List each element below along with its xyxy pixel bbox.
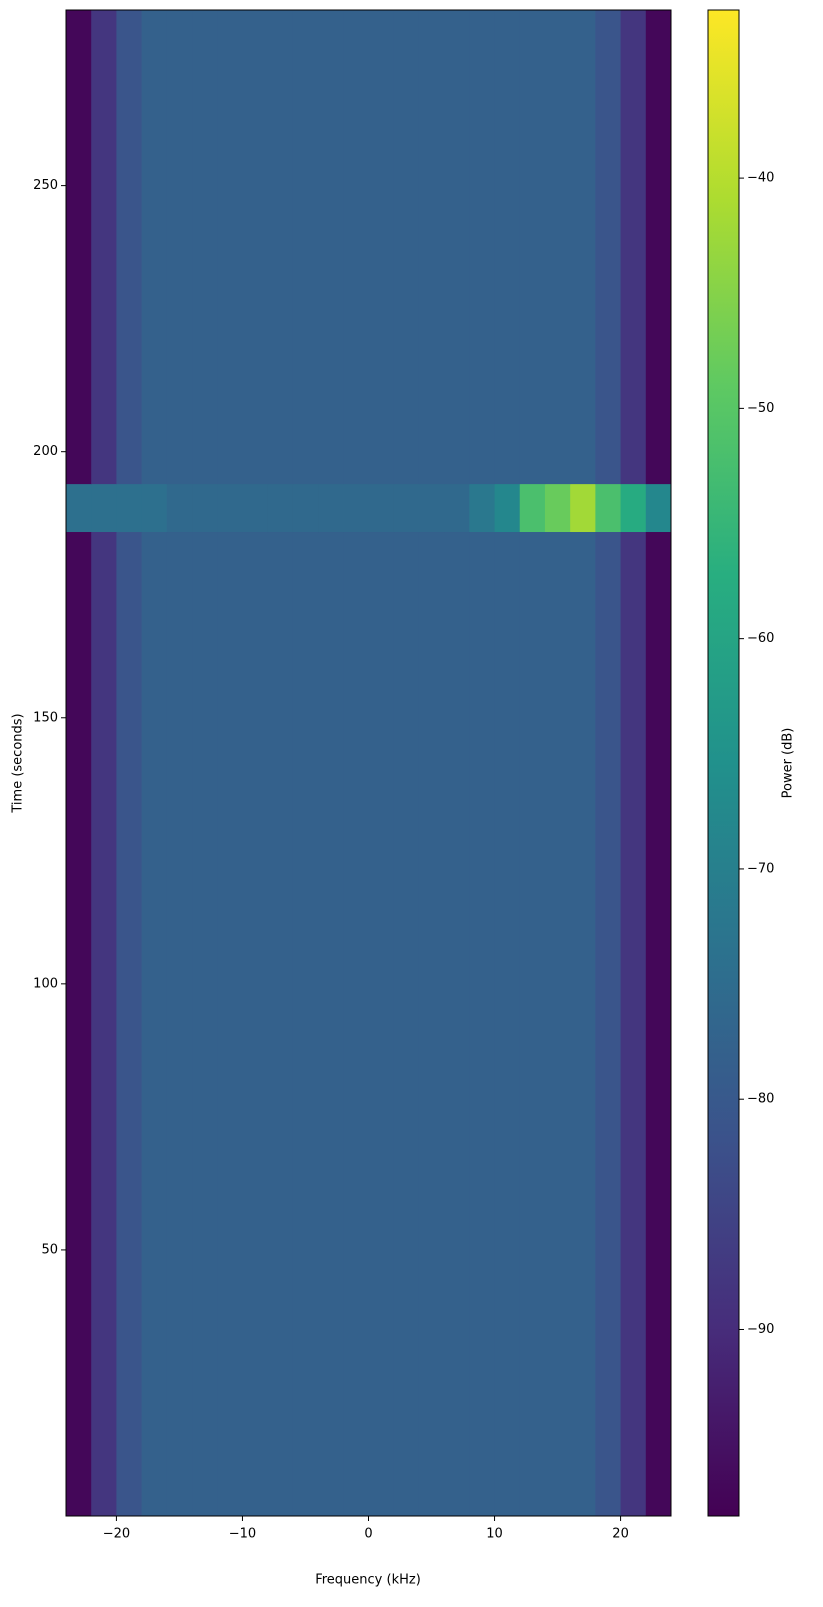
- heatmap-cell: [116, 10, 143, 485]
- heatmap-cell: [91, 531, 117, 1517]
- colorbar: [707, 9, 740, 1517]
- heatmap-cell: [645, 10, 672, 485]
- x-axis-label: Frequency (kHz): [315, 1573, 421, 1588]
- heatmap-cell: [116, 483, 143, 533]
- heatmap-cell: [91, 10, 117, 485]
- heatmap-cell: [570, 531, 596, 1517]
- heatmap-cell: [141, 483, 168, 533]
- heatmap-cell: [544, 531, 571, 1517]
- heatmap-cell: [343, 531, 369, 1517]
- heatmap-cell: [368, 531, 395, 1517]
- y-axis-label: Time (seconds): [11, 713, 26, 813]
- heatmap-cell: [645, 531, 672, 1517]
- heatmap-cell: [343, 10, 369, 485]
- heatmap-cell: [444, 483, 470, 533]
- heatmap-cell: [343, 483, 369, 533]
- heatmap-cell: [494, 10, 521, 485]
- colorbar-tick-label: −50: [747, 401, 774, 416]
- heatmap-cell: [66, 531, 92, 1517]
- heatmap-cell: [141, 531, 168, 1517]
- colorbar-tick-label: −80: [747, 1092, 774, 1107]
- colorbar-tick-label: −70: [747, 861, 774, 876]
- heatmap-cell: [620, 483, 647, 533]
- heatmap-cell: [544, 10, 571, 485]
- heatmap-cell: [444, 531, 470, 1517]
- heatmap-cell: [620, 531, 647, 1517]
- heatmap-cell: [292, 10, 319, 485]
- heatmap-cell: [217, 531, 243, 1517]
- heatmap-cell: [267, 483, 294, 533]
- heatmap-cell: [292, 483, 319, 533]
- y-tick-label: 150: [33, 710, 58, 725]
- heatmap-cell: [166, 10, 193, 485]
- heatmap-cell: [267, 10, 294, 485]
- heatmap-cell: [116, 531, 143, 1517]
- heatmap-cell: [217, 483, 243, 533]
- heatmap-cell: [166, 531, 193, 1517]
- heatmap-cell: [217, 10, 243, 485]
- y-tick-label: 50: [41, 1242, 58, 1257]
- heatmap-cell: [544, 483, 571, 533]
- heatmap-cell: [469, 483, 496, 533]
- y-tick-label: 100: [33, 976, 58, 991]
- heatmap-cell: [595, 10, 622, 485]
- heatmap-cell: [469, 531, 496, 1517]
- colorbar-tick-label: −90: [747, 1322, 774, 1337]
- heatmap-cell: [519, 531, 546, 1517]
- heatmap-cell: [166, 483, 193, 533]
- x-tick-label: −10: [229, 1527, 256, 1542]
- heatmap-cell: [267, 531, 294, 1517]
- heatmap-cell: [66, 483, 92, 533]
- heatmap-cell: [620, 10, 647, 485]
- heatmap-cell: [570, 10, 596, 485]
- x-tick-label: 0: [364, 1527, 372, 1542]
- heatmap-cell: [318, 483, 344, 533]
- heatmap-cell: [292, 531, 319, 1517]
- heatmap-cell: [192, 483, 218, 533]
- colorbar-tick-label: −40: [747, 171, 774, 186]
- colorbar-tick-label: −60: [747, 631, 774, 646]
- x-tick-label: −20: [103, 1527, 130, 1542]
- heatmap-cell: [368, 483, 395, 533]
- heatmap-cell: [418, 483, 445, 533]
- heatmap-cell: [242, 531, 269, 1517]
- heatmap-cell: [418, 531, 445, 1517]
- heatmap-cell: [519, 10, 546, 485]
- heatmap-cell: [494, 531, 521, 1517]
- heatmap-cell: [519, 483, 546, 533]
- heatmap-cell: [393, 10, 420, 485]
- colorbar-label: Power (dB): [781, 728, 796, 799]
- heatmap-cell: [318, 10, 344, 485]
- heatmap-cell: [595, 483, 622, 533]
- heatmap-cell: [494, 483, 521, 533]
- heatmap-cell: [645, 483, 672, 533]
- heatmap-cell: [192, 531, 218, 1517]
- heatmap-cell: [242, 10, 269, 485]
- heatmap-cell: [570, 483, 596, 533]
- heatmap-cell: [141, 10, 168, 485]
- heatmap-cell: [66, 10, 92, 485]
- heatmap-cell: [318, 531, 344, 1517]
- x-tick-label: 10: [486, 1527, 503, 1542]
- heatmap-cell: [368, 10, 395, 485]
- y-tick-label: 250: [33, 178, 58, 193]
- heatmap-cell: [393, 483, 420, 533]
- y-tick-label: 200: [33, 444, 58, 459]
- x-tick-label: 20: [612, 1527, 629, 1542]
- heatmap-cell: [393, 531, 420, 1517]
- heatmap-cell: [242, 483, 269, 533]
- heatmap-cell: [444, 10, 470, 485]
- heatmap-cell: [192, 10, 218, 485]
- heatmap-cell: [469, 10, 496, 485]
- heatmap-cell: [418, 10, 445, 485]
- heatmap-cell: [91, 483, 117, 533]
- heatmap-cell: [595, 531, 622, 1517]
